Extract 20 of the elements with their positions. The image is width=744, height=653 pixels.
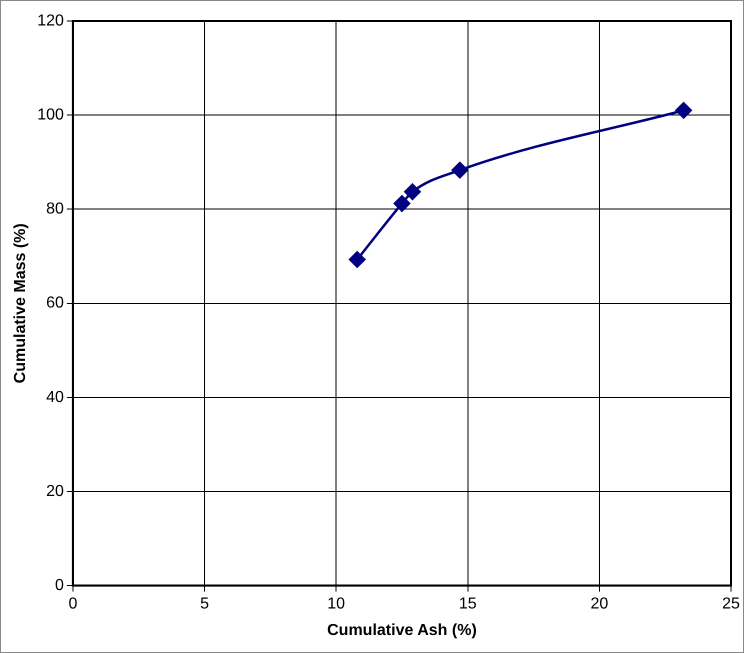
- x-tick-label: 25: [722, 596, 740, 613]
- point: [404, 184, 421, 200]
- y-tick-label: 100: [37, 106, 64, 124]
- point: [348, 251, 366, 268]
- y-tick-label: 60: [46, 294, 64, 312]
- x-axis-title: Cumulative Ash (%): [327, 622, 477, 639]
- x-tick-label: 0: [68, 596, 78, 613]
- x-tick-label: 5: [200, 596, 210, 613]
- y-tick-label: 80: [46, 200, 64, 218]
- y-axis-title: Cumulative Mass (%): [12, 223, 30, 384]
- x-tick-label: 15: [458, 596, 477, 613]
- y-tick-label: 0: [54, 577, 64, 594]
- point: [675, 102, 692, 119]
- point: [394, 195, 410, 212]
- x-tick-label: 10: [327, 596, 346, 613]
- point: [452, 162, 468, 178]
- y-tick-label: 120: [37, 12, 64, 30]
- x-tick-label: 20: [590, 596, 608, 613]
- y-tick-label: 20: [46, 482, 64, 500]
- y-tick-label: 40: [46, 388, 64, 406]
